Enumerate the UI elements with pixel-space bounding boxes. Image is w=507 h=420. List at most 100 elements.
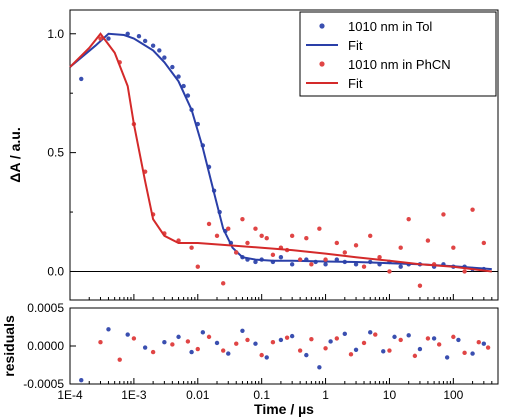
data-point-0 — [185, 93, 191, 98]
residual-point-0 — [106, 327, 111, 332]
residual-point-1 — [348, 352, 354, 357]
data-point-2 — [289, 233, 295, 239]
data-point-2 — [353, 243, 359, 248]
legend-entry-label: Fit — [348, 38, 363, 53]
data-point-2 — [264, 235, 269, 241]
main-y-tick-label: 1.0 — [47, 27, 64, 41]
residual-point-0 — [328, 339, 333, 344]
data-point-0 — [142, 38, 148, 44]
residual-point-1 — [398, 337, 403, 343]
data-point-2 — [98, 36, 103, 41]
data-point-0 — [79, 76, 84, 82]
residual-point-0 — [392, 334, 397, 340]
data-point-2 — [451, 245, 456, 250]
residual-point-1 — [451, 334, 456, 340]
data-point-0 — [176, 74, 181, 79]
fit-line-1 — [69, 32, 492, 271]
residual-point-1 — [206, 334, 212, 340]
data-point-2 — [309, 262, 314, 267]
residual-point-0 — [381, 349, 386, 354]
data-point-2 — [189, 245, 194, 250]
data-point-2 — [195, 264, 200, 269]
legend-entry-label: 1010 nm in Tol — [348, 19, 432, 34]
residuals-axes: -0.0005 0.0000 0.0005 1E-4 1E-3 0.01 0.1 1 10 100 — [23, 301, 499, 402]
residual-point-1 — [297, 348, 303, 353]
residual-point-0 — [317, 365, 322, 370]
x-tick-label: 10 — [383, 388, 397, 402]
residual-point-0 — [125, 332, 130, 337]
data-point-2 — [297, 257, 303, 262]
residual-point-0 — [200, 330, 206, 335]
data-point-2 — [259, 233, 264, 239]
residual-point-1 — [323, 346, 328, 351]
data-point-2 — [481, 240, 487, 246]
data-point-0 — [170, 64, 175, 70]
data-point-0 — [181, 83, 186, 89]
residual-point-0 — [431, 336, 437, 341]
data-point-2 — [334, 240, 340, 246]
data-point-2 — [368, 233, 373, 239]
data-point-2 — [221, 281, 226, 286]
legend-entry-label: Fit — [348, 76, 363, 91]
legend-point-symbol — [319, 61, 325, 67]
data-point-2 — [342, 250, 347, 255]
data-point-0 — [323, 262, 328, 267]
residuals-axis-label: residuals — [1, 315, 17, 377]
x-tick-label: 1E-4 — [57, 388, 83, 402]
residual-point-0 — [240, 328, 245, 333]
x-tick-label: 100 — [443, 388, 463, 402]
residual-point-1 — [476, 340, 481, 345]
residual-point-0 — [278, 337, 284, 343]
data-point-2 — [425, 238, 431, 243]
data-point-0 — [398, 264, 403, 269]
fit-line-3 — [69, 32, 492, 273]
residual-point-1 — [150, 349, 156, 355]
residuals-panel: -0.0005 0.0000 0.0005 1E-4 1E-3 0.01 0.1 1 10 100 — [23, 301, 499, 402]
residual-point-0 — [304, 352, 309, 358]
data-point-2 — [206, 221, 212, 227]
residual-point-1 — [117, 357, 122, 362]
residual-point-0 — [342, 331, 347, 337]
data-point-0 — [253, 259, 258, 265]
x-axis-label: Time / µs — [254, 401, 314, 417]
residuals-y-tick-label: 0.0005 — [27, 301, 64, 315]
data-point-2 — [214, 233, 220, 239]
data-point-2 — [240, 216, 245, 222]
residual-point-1 — [462, 350, 467, 356]
main-series — [69, 31, 492, 288]
data-point-0 — [136, 33, 142, 39]
residual-point-1 — [284, 335, 290, 340]
data-point-0 — [162, 55, 167, 60]
data-point-2 — [441, 212, 446, 217]
residual-point-1 — [436, 342, 442, 347]
data-point-0 — [150, 43, 156, 48]
residual-point-0 — [417, 346, 423, 352]
residual-point-1 — [361, 340, 367, 346]
data-point-2 — [245, 240, 250, 246]
residual-point-1 — [334, 336, 340, 341]
residual-point-1 — [259, 352, 264, 358]
data-point-2 — [462, 269, 467, 274]
residual-point-0 — [189, 349, 194, 355]
data-point-0 — [157, 48, 162, 53]
main-axes: 0.0 0.5 1.0 — [47, 27, 499, 300]
residual-point-1 — [425, 336, 431, 341]
data-point-0 — [353, 262, 359, 267]
residual-point-0 — [368, 330, 373, 335]
residual-point-1 — [185, 339, 191, 344]
data-point-2 — [317, 226, 322, 231]
residual-point-1 — [412, 353, 418, 359]
y-axis-label: ΔA / a.u. — [7, 127, 23, 182]
x-tick-label: 1 — [322, 388, 329, 402]
residual-point-1 — [270, 340, 276, 345]
residuals-plot-frame — [69, 307, 499, 385]
main-plot-frame — [69, 9, 499, 301]
main-y-tick-label: 0.5 — [47, 146, 64, 160]
residual-point-0 — [289, 333, 295, 339]
residual-point-0 — [470, 351, 475, 356]
residual-point-0 — [142, 345, 148, 350]
legend-entry-label: 1010 nm in PhCN — [348, 57, 451, 72]
data-point-2 — [234, 250, 239, 255]
data-point-2 — [253, 226, 258, 231]
